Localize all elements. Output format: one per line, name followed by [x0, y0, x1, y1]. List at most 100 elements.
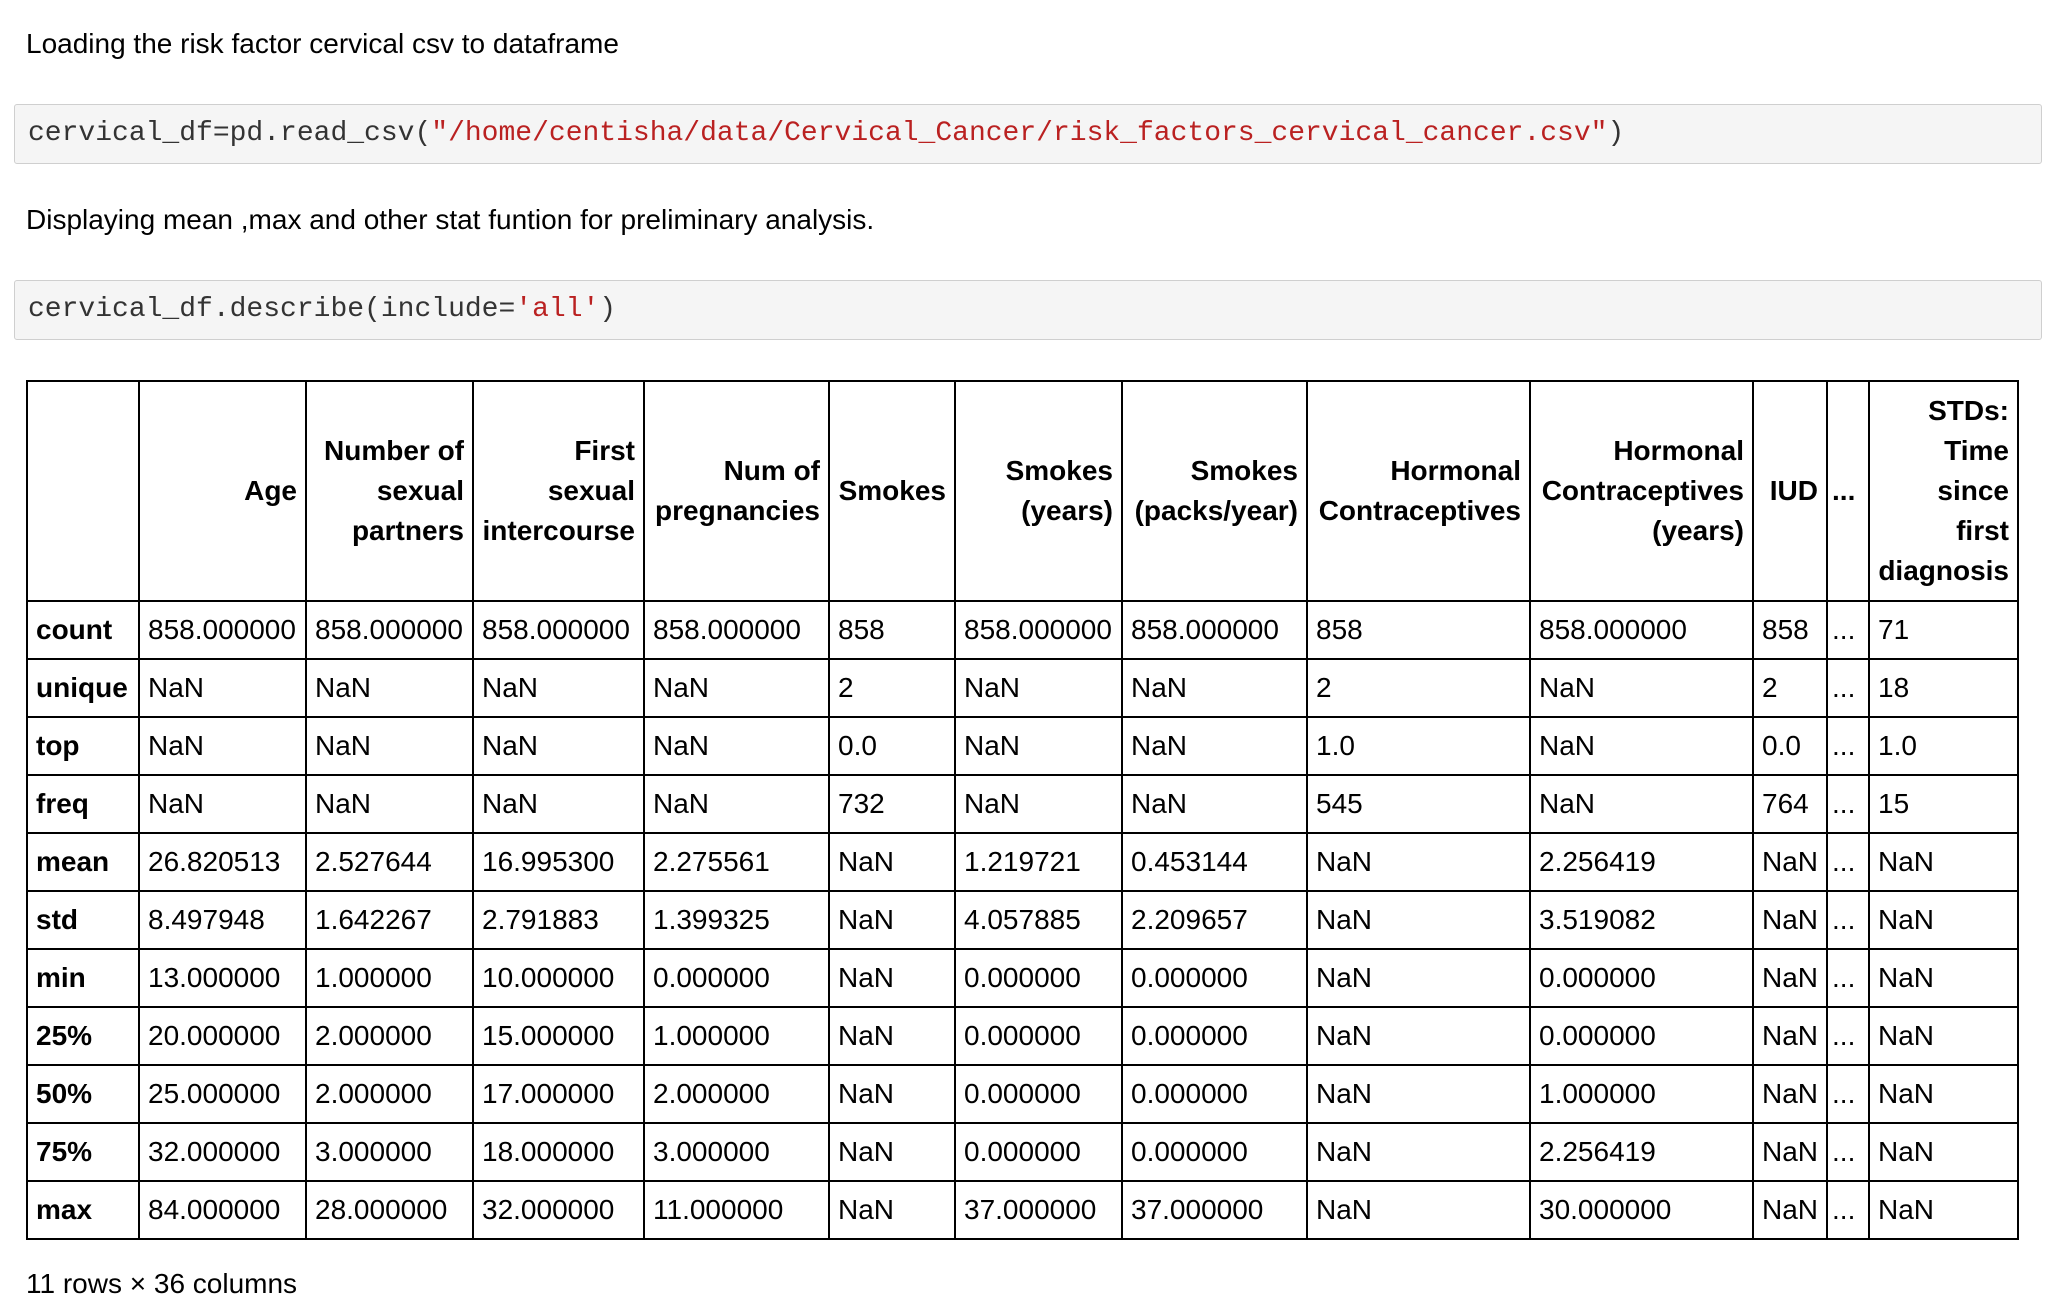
table-cell: NaN — [305, 658, 474, 718]
table-row: unique NaN NaN NaN NaN 2 NaN NaN 2 NaN 2... 18 — [26, 658, 2020, 718]
row-label: std — [26, 890, 140, 950]
ellipsis-cell: ... — [1826, 890, 1871, 950]
table-cell: NaN — [1868, 1006, 2020, 1066]
table-cell: 10.000000 — [472, 948, 645, 1008]
table-cell: 2 — [828, 658, 956, 718]
table-cell: NaN — [954, 716, 1123, 776]
table-cell: 0.000000 — [1121, 948, 1308, 1008]
table-cell: 0.000000 — [643, 948, 830, 1008]
table-cell: NaN — [1751, 1064, 1829, 1124]
ellipsis-cell: ... — [1826, 948, 1871, 1008]
ellipsis-cell: ... — [1826, 600, 1871, 660]
table-cell: 545 — [1306, 774, 1531, 834]
column-header: Number of sexual partners — [305, 380, 474, 602]
column-header: Smokes (packs/year) — [1121, 380, 1308, 602]
table-cell: 858.000000 — [643, 600, 830, 660]
table-cell: 0.000000 — [1121, 1122, 1308, 1182]
row-label: 50% — [26, 1064, 140, 1124]
table-cell: 2 — [1306, 658, 1531, 718]
table-cell: 1.399325 — [643, 890, 830, 950]
table-row: 50% 25.000000 2.000000 17.000000 2.000000 NaN… — [26, 1064, 2020, 1124]
table-cell: 0.000000 — [954, 1122, 1123, 1182]
ellipsis-cell: ... — [1826, 658, 1871, 718]
table-cell: NaN — [643, 658, 830, 718]
table-row: top NaN NaN NaN NaN 0.0 NaN NaN 1.0 NaN 0.0... 1.0 — [26, 716, 2020, 776]
table-cell: 3.519082 — [1529, 890, 1754, 950]
table-cell: NaN — [1529, 716, 1754, 776]
code-cell-describe[interactable]: cervical_df.describe(include='all') — [14, 280, 2042, 340]
table-cell: NaN — [472, 774, 645, 834]
table-cell: 26.820513 — [138, 832, 307, 892]
row-label: 25% — [26, 1006, 140, 1066]
table-cell: NaN — [1306, 832, 1531, 892]
table-cell: NaN — [828, 832, 956, 892]
table-cell: 16.995300 — [472, 832, 645, 892]
table-cell: NaN — [1306, 890, 1531, 950]
table-cell: 4.057885 — [954, 890, 1123, 950]
table-cell: NaN — [1306, 1006, 1531, 1066]
table-cell: NaN — [1868, 948, 2020, 1008]
table-cell: 2.527644 — [305, 832, 474, 892]
table-cell: NaN — [1868, 890, 2020, 950]
table-cell: 1.000000 — [643, 1006, 830, 1066]
table-row: min 13.000000 1.000000 10.000000 0.000000 NaN… — [26, 948, 2020, 1008]
table-cell: 20.000000 — [138, 1006, 307, 1066]
table-cell: 18.000000 — [472, 1122, 645, 1182]
code-text: cervical_df.describe(include= — [28, 294, 516, 325]
column-header: Smokes (years) — [954, 380, 1123, 602]
table-cell: NaN — [1306, 1122, 1531, 1182]
table-cell: 0.000000 — [1529, 1006, 1754, 1066]
table-cell: 858 — [1306, 600, 1531, 660]
column-header: Smokes — [828, 380, 956, 602]
table-row: max 84.000000 28.000000 32.000000 11.000000 N… — [26, 1180, 2020, 1240]
table-cell: NaN — [138, 774, 307, 834]
table-cell: NaN — [138, 658, 307, 718]
table-cell: NaN — [1121, 716, 1308, 776]
table-cell: 2.209657 — [1121, 890, 1308, 950]
ellipsis-cell: ... — [1826, 1006, 1871, 1066]
table-cell: 1.0 — [1868, 716, 2020, 776]
column-header: STDs: Time since first diagnosis — [1868, 380, 2020, 602]
index-header — [26, 380, 140, 602]
table-cell: 732 — [828, 774, 956, 834]
table-header-row: Age Number of sexual partners First sexual… — [26, 380, 2020, 602]
table-cell: NaN — [305, 716, 474, 776]
describe-output-table: Age Number of sexual partners First sexual… — [26, 380, 2020, 1240]
table-cell: NaN — [1751, 948, 1829, 1008]
table-cell: NaN — [1868, 1122, 2020, 1182]
code-cell-read-csv[interactable]: cervical_df=pd.read_csv("/home/centisha/… — [14, 104, 2042, 164]
table-row: 75% 32.000000 3.000000 18.000000 3.000000 NaN… — [26, 1122, 2020, 1182]
table-cell: 2.000000 — [305, 1006, 474, 1066]
code-text: ) — [599, 294, 617, 325]
table-cell: NaN — [828, 1064, 956, 1124]
table-row: freq NaN NaN NaN NaN 732 NaN NaN 545 NaN 764... 15 — [26, 774, 2020, 834]
table-cell: NaN — [1121, 774, 1308, 834]
column-header: Hormonal Contraceptives (years) — [1529, 380, 1754, 602]
column-header: Hormonal Contraceptives — [1306, 380, 1531, 602]
table-cell: 2.791883 — [472, 890, 645, 950]
row-label: mean — [26, 832, 140, 892]
code-string: "/home/centisha/data/Cervical_Cancer/ris… — [431, 118, 1608, 149]
table-cell: NaN — [1868, 1064, 2020, 1124]
table-cell: 2.256419 — [1529, 832, 1754, 892]
table-cell: 858.000000 — [1529, 600, 1754, 660]
row-label: 75% — [26, 1122, 140, 1182]
table-cell: 1.219721 — [954, 832, 1123, 892]
table-cell: 0.0 — [828, 716, 956, 776]
table-cell: NaN — [1751, 832, 1829, 892]
table-cell: 37.000000 — [1121, 1180, 1308, 1240]
ellipsis-header: ... — [1826, 380, 1871, 602]
table-cell: NaN — [1751, 1006, 1829, 1066]
table-cell: 15 — [1868, 774, 2020, 834]
table-cell: NaN — [954, 658, 1123, 718]
table-cell: 25.000000 — [138, 1064, 307, 1124]
markdown-stat-text: Displaying mean ,max and other stat funt… — [26, 204, 875, 235]
ellipsis-cell: ... — [1826, 1064, 1871, 1124]
table-cell: 2.000000 — [643, 1064, 830, 1124]
table-shape-text: 11 rows × 36 columns — [26, 1268, 298, 1299]
table-cell: 858.000000 — [305, 600, 474, 660]
table-cell: 858.000000 — [472, 600, 645, 660]
table-row: std 8.497948 1.642267 2.791883 1.399325 NaN 4.… — [26, 890, 2020, 950]
table-cell: 0.000000 — [954, 948, 1123, 1008]
table-cell: 2 — [1751, 658, 1829, 718]
